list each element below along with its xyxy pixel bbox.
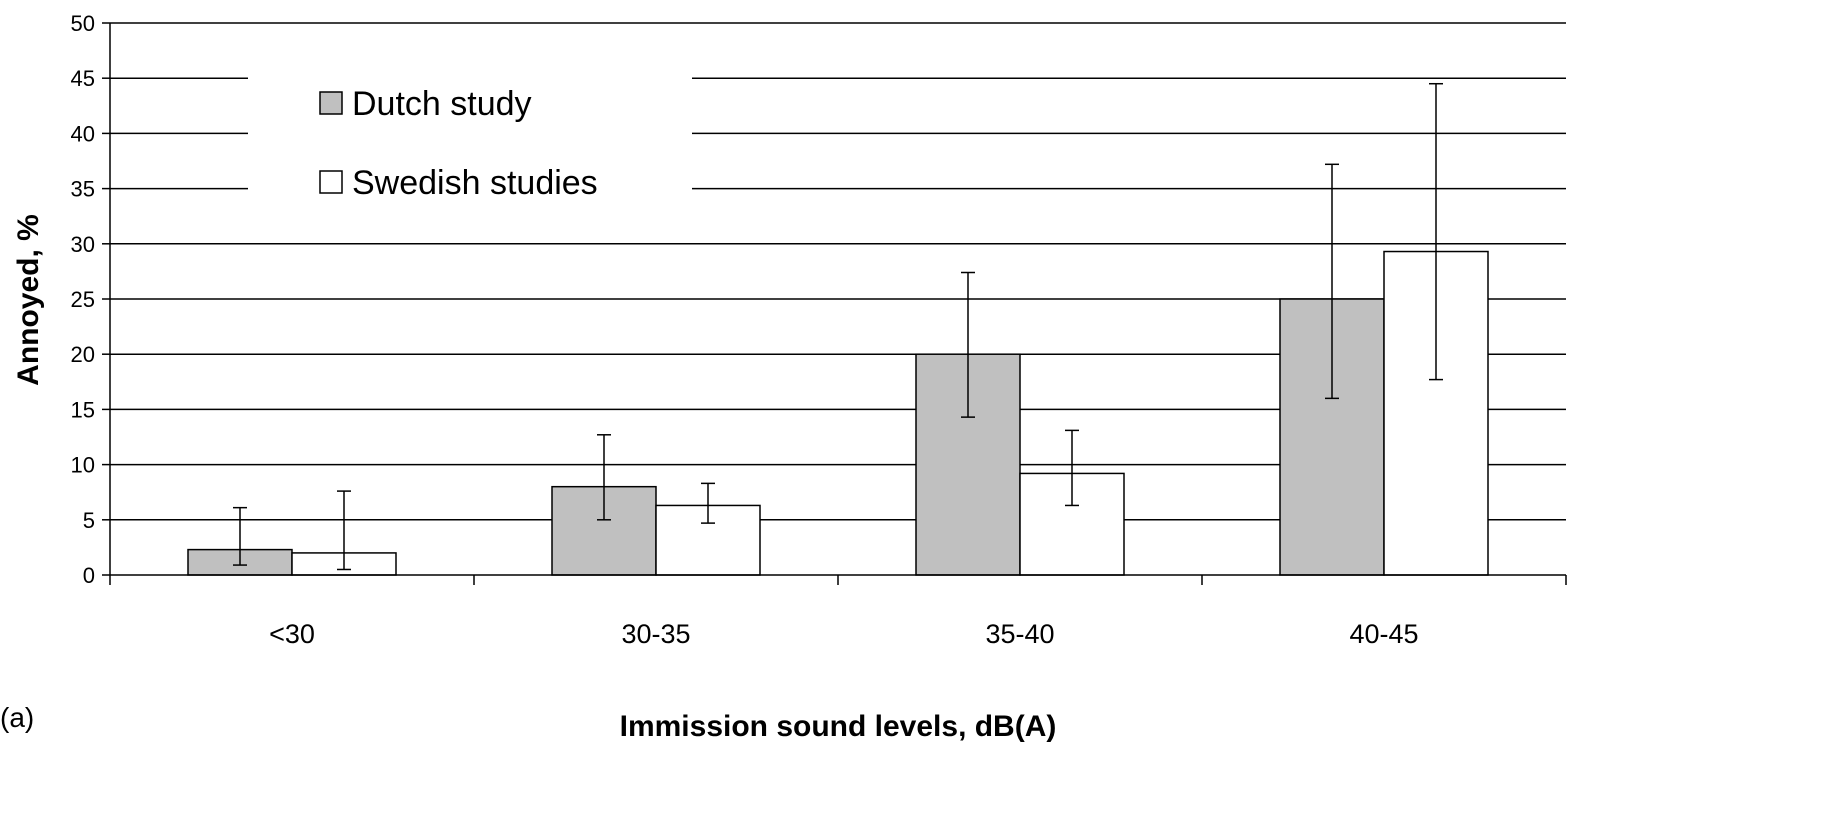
y-tick-label: 40 xyxy=(71,121,95,146)
x-tick-label: 40-45 xyxy=(1349,619,1418,649)
x-tick-label: 30-35 xyxy=(621,619,690,649)
y-tick-label: 5 xyxy=(83,508,95,533)
y-tick-label: 50 xyxy=(71,11,95,36)
error-bars xyxy=(233,82,1443,571)
y-tick-label: 30 xyxy=(71,232,95,257)
axes xyxy=(102,22,1567,585)
legend-label-dutch: Dutch study xyxy=(352,85,532,123)
x-tick-label: 35-40 xyxy=(985,619,1054,649)
x-tick-label: <30 xyxy=(269,619,315,649)
legend-swatch-swedish xyxy=(319,170,343,194)
y-tick-label: 10 xyxy=(71,453,95,478)
y-tick-label: 0 xyxy=(83,563,95,588)
y-tick-label: 25 xyxy=(71,287,95,312)
y-tick-label: 20 xyxy=(71,342,95,367)
legend-swatch-dutch xyxy=(319,91,343,115)
x-axis-title: Immission sound levels, dB(A) xyxy=(620,710,1057,743)
legend-label-swedish: Swedish studies xyxy=(352,164,598,202)
y-tick-label: 45 xyxy=(71,66,95,91)
y-tick-label: 15 xyxy=(71,397,95,422)
panel-label: (a) xyxy=(0,702,34,733)
bars xyxy=(187,250,1489,576)
y-tick-labels: 0 5 10 15 20 25 30 35 40 45 50 xyxy=(71,11,95,588)
legend: Dutch study Swedish studies xyxy=(319,85,598,202)
legend-background xyxy=(248,64,692,224)
y-axis-title: Annoyed, % xyxy=(12,214,45,386)
x-tick-labels: <30 30-35 35-40 40-45 xyxy=(269,619,1418,649)
y-tick-label: 35 xyxy=(71,177,95,202)
